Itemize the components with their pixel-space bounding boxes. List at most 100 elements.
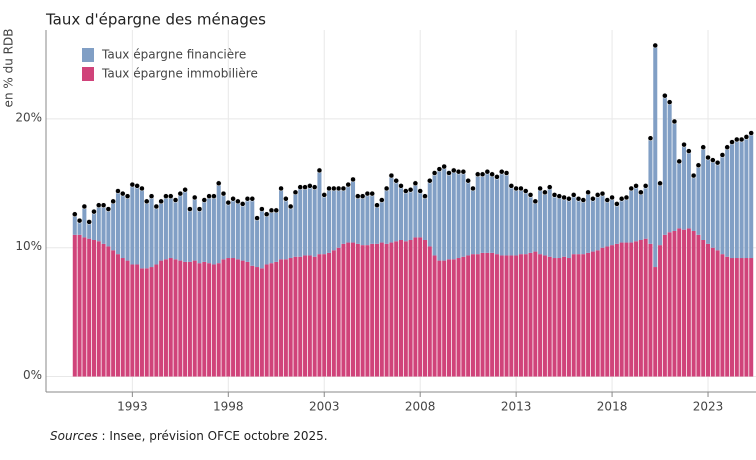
bar xyxy=(600,247,605,377)
bar xyxy=(231,198,236,259)
bar xyxy=(427,180,432,247)
bar xyxy=(202,261,207,377)
total-dot xyxy=(76,217,83,224)
total-dot xyxy=(345,181,351,188)
bar xyxy=(744,136,749,259)
total-dot xyxy=(350,176,356,183)
total-dot xyxy=(331,185,337,192)
bar xyxy=(101,243,106,377)
total-dot xyxy=(714,159,721,166)
bar xyxy=(322,194,327,255)
bar xyxy=(720,154,725,255)
legend-label: Taux épargne financière xyxy=(101,48,246,62)
bar xyxy=(432,255,437,377)
bar xyxy=(494,254,499,377)
bar xyxy=(461,171,466,257)
total-dot xyxy=(633,183,639,189)
source-label: Sources xyxy=(50,429,98,443)
bar xyxy=(557,258,562,377)
y-tick-label: 20% xyxy=(15,110,42,124)
total-dot xyxy=(182,186,188,193)
bar xyxy=(106,209,111,247)
total-dot xyxy=(686,148,692,154)
bar xyxy=(130,264,135,377)
bar xyxy=(485,171,490,253)
bar xyxy=(298,256,303,377)
bar xyxy=(307,255,312,377)
bar xyxy=(749,258,754,377)
total-dot xyxy=(681,141,687,148)
bar xyxy=(370,243,375,377)
bar xyxy=(303,187,308,256)
total-dot xyxy=(120,190,126,197)
bar xyxy=(341,188,346,244)
bar xyxy=(231,258,236,377)
bar xyxy=(514,255,519,377)
total-dot xyxy=(388,172,395,179)
bar xyxy=(255,218,260,268)
bar xyxy=(571,254,576,377)
bar xyxy=(197,209,202,264)
bar xyxy=(398,185,404,240)
bar xyxy=(111,250,116,377)
bar xyxy=(327,188,332,253)
bar xyxy=(485,252,490,377)
total-dot xyxy=(599,190,606,197)
bar xyxy=(418,237,423,377)
bar xyxy=(734,258,739,377)
bar xyxy=(552,258,557,377)
bar xyxy=(710,160,715,248)
bar xyxy=(82,206,87,238)
bar xyxy=(87,221,92,239)
bar xyxy=(667,232,672,377)
bar xyxy=(374,243,380,377)
total-dot xyxy=(436,166,443,172)
bar xyxy=(336,247,341,377)
total-dot xyxy=(527,192,534,198)
bar xyxy=(346,242,351,377)
total-dot xyxy=(287,203,294,210)
total-dot xyxy=(508,183,515,189)
bar xyxy=(183,261,188,377)
bar xyxy=(446,172,451,260)
bar xyxy=(226,258,231,377)
bar xyxy=(269,263,274,377)
total-dot xyxy=(479,171,486,178)
bar xyxy=(178,260,183,377)
bar xyxy=(135,264,140,377)
total-dot xyxy=(167,193,174,199)
total-dot xyxy=(628,185,635,192)
bar xyxy=(96,241,101,377)
total-dot xyxy=(724,144,730,150)
total-dot xyxy=(134,183,140,189)
bar xyxy=(475,254,480,377)
bar xyxy=(91,239,96,377)
bar xyxy=(250,265,255,377)
total-dot xyxy=(666,99,673,105)
bar xyxy=(139,268,144,377)
total-dot xyxy=(465,177,471,184)
bar xyxy=(125,196,130,261)
total-dot xyxy=(263,211,270,217)
total-dot xyxy=(638,189,644,196)
bar xyxy=(168,258,173,377)
x-tick-label: 1993 xyxy=(117,400,148,414)
bar xyxy=(715,162,720,251)
total-dot xyxy=(359,193,366,199)
legend-swatch xyxy=(82,67,94,81)
bar xyxy=(149,267,154,377)
total-dot xyxy=(326,185,332,192)
total-dot xyxy=(570,192,577,198)
total-dot xyxy=(690,172,697,179)
bar xyxy=(634,241,639,377)
bar xyxy=(211,196,216,265)
bar xyxy=(514,188,519,256)
bar xyxy=(293,256,298,377)
total-dot xyxy=(321,192,327,198)
bar xyxy=(144,268,149,377)
bar xyxy=(312,256,317,377)
x-tick-label: 2008 xyxy=(405,400,436,414)
bar xyxy=(77,234,82,377)
bar xyxy=(720,254,725,377)
bar xyxy=(259,209,264,269)
